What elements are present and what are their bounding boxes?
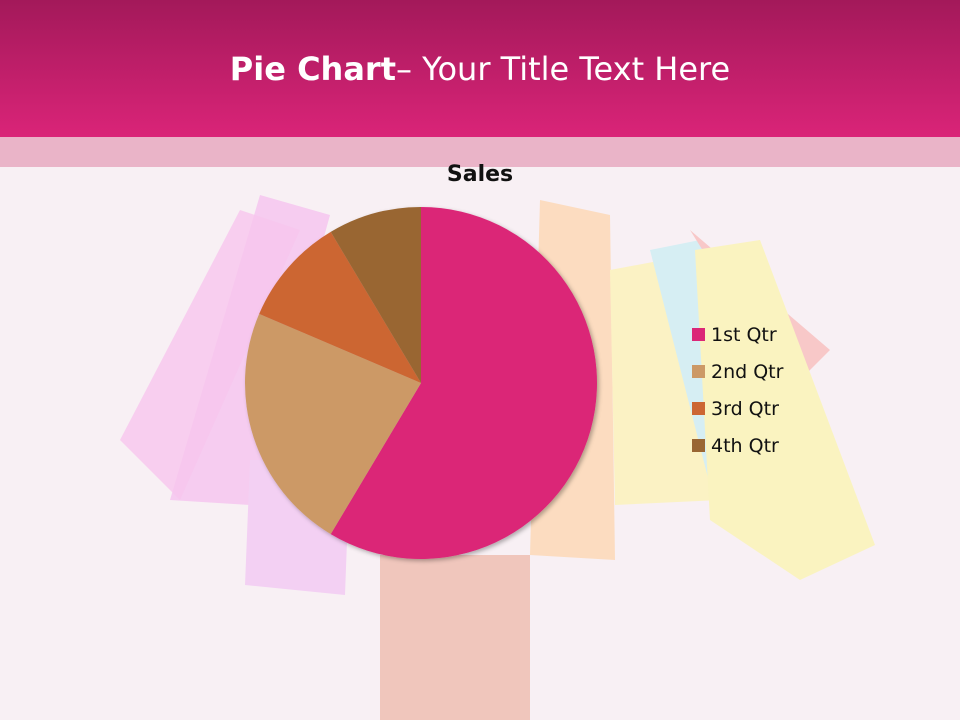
legend-item: 3rd Qtr — [692, 390, 783, 427]
title-bold: Pie Chart — [229, 50, 396, 88]
pie-slice-4 — [330, 207, 421, 383]
legend-item: 4th Qtr — [692, 427, 783, 464]
legend-item: 1st Qtr — [692, 316, 783, 353]
legend-swatch — [692, 328, 705, 341]
title-rest: – Your Title Text Here — [396, 50, 731, 88]
legend-label: 1st Qtr — [711, 323, 777, 346]
legend-swatch — [692, 402, 705, 415]
pie-slice-2 — [245, 313, 421, 535]
legend-swatch — [692, 439, 705, 452]
legend-label: 4th Qtr — [711, 434, 779, 457]
legend-item: 2nd Qtr — [692, 353, 783, 390]
slide-title: Pie Chart– Your Title Text Here — [0, 50, 960, 88]
chart-title: Sales — [446, 162, 514, 187]
legend-label: 2nd Qtr — [711, 360, 784, 383]
legend-label: 3rd Qtr — [711, 397, 779, 420]
legend: 1st Qtr 2nd Qtr 3rd Qtr 4th Qtr — [692, 316, 783, 464]
slide-header — [0, 0, 960, 137]
pie-slice-1 — [330, 207, 597, 559]
legend-swatch — [692, 365, 705, 378]
header-band — [0, 137, 960, 167]
pie-slice-3 — [259, 231, 421, 383]
